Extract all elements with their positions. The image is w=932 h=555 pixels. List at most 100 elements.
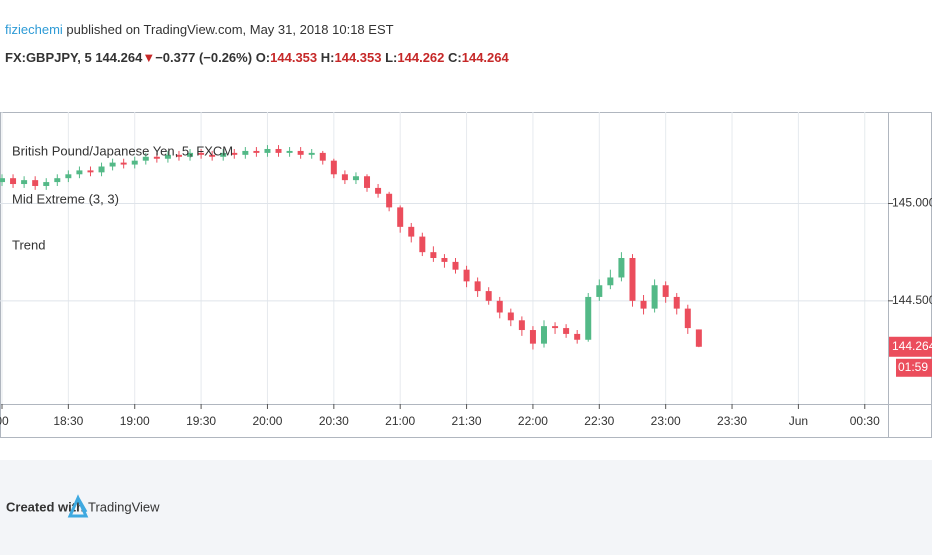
footer-created: Created with (6, 499, 84, 514)
x-tick-label: 21:00 (385, 414, 415, 428)
candle-body (552, 326, 559, 329)
h-value: 144.353 (334, 50, 381, 65)
candle-body (563, 328, 570, 334)
x-tick-label: 23:30 (717, 414, 747, 428)
x-tick-label: 18:30 (53, 414, 83, 428)
change: −0.377 (−0.26%) (155, 50, 252, 65)
countdown: 01:59 (898, 360, 928, 374)
candle-body (397, 207, 404, 227)
candle-body (341, 174, 348, 181)
candle-body (76, 170, 83, 175)
candle-body (131, 160, 138, 165)
content-bg (0, 0, 932, 460)
candle-body (330, 160, 337, 175)
symbol: FX:GBPJPY, 5 (5, 50, 92, 65)
legend-item: Trend (12, 237, 45, 252)
l-value: 144.262 (397, 50, 444, 65)
o-label: O: (256, 50, 270, 65)
candle-body (441, 258, 448, 262)
candle-body (408, 226, 415, 237)
price-label: 144.264 (892, 339, 932, 353)
candle-body (574, 333, 581, 340)
last: 144.264 (95, 50, 143, 65)
candle-body (120, 162, 127, 165)
x-tick-label: 23:00 (651, 414, 681, 428)
candle-body (430, 252, 437, 258)
candle-body (319, 152, 326, 161)
header-line: fiziechemi published on TradingView.com,… (5, 22, 394, 37)
candle-body (419, 236, 426, 253)
x-tick-label: 20:30 (319, 414, 349, 428)
y-tick-label: 144.500 (892, 293, 932, 307)
candle-body (43, 182, 50, 186)
candle-body (21, 180, 28, 185)
x-tick-label: 22:00 (518, 414, 548, 428)
candle-body (474, 281, 481, 292)
candle-body (32, 180, 39, 186)
candle-body (308, 152, 315, 155)
candle-body (98, 166, 105, 173)
footer-brand[interactable]: TradingView (88, 499, 160, 514)
candle-body (286, 150, 293, 153)
candle-body (364, 176, 371, 188)
candle-body (629, 258, 636, 301)
candle-body (496, 300, 503, 313)
countdown-box (896, 358, 932, 377)
candle-body (297, 150, 304, 155)
legend-item: British Pound/Japanese Yen, 5, FXCM (12, 143, 233, 158)
candle-body (386, 193, 393, 208)
c-value: 144.264 (462, 50, 510, 65)
candle-body (585, 296, 592, 340)
candle-body (596, 285, 603, 297)
candle-body (242, 150, 249, 155)
candle-body (109, 162, 116, 167)
ohlc-line: FX:GBPJPY, 5 144.264▼−0.377 (−0.26%) O:1… (5, 50, 509, 65)
candle-body (153, 156, 160, 159)
candle-body (54, 178, 61, 183)
x-tick-label: 20:00 (252, 414, 282, 428)
candle-body (164, 154, 171, 159)
candle-body (673, 296, 680, 309)
y-tick-label: 145.000 (892, 196, 932, 210)
candle-body (375, 187, 382, 194)
candle-body (275, 148, 282, 153)
candle-body (485, 291, 492, 301)
candle-body (540, 326, 547, 344)
x-tick-label: 19:00 (120, 414, 150, 428)
o-value: 144.353 (270, 50, 317, 65)
candle-body (264, 148, 271, 153)
candle-body (662, 285, 669, 297)
candle-body (187, 152, 194, 157)
candle-body (231, 152, 238, 155)
author[interactable]: fiziechemi (5, 22, 63, 37)
l-label: L: (385, 50, 397, 65)
candle-body (10, 178, 17, 185)
published: published on TradingView.com, May 31, 20… (66, 22, 393, 37)
candle-body (607, 277, 614, 286)
candle-body (220, 152, 227, 157)
candle-body (651, 285, 658, 309)
candle-body (640, 300, 647, 309)
candle-body (175, 154, 182, 157)
candle-body (518, 320, 525, 331)
candle-body (695, 329, 702, 347)
candle-body (529, 330, 536, 344)
candle-body (684, 308, 691, 329)
x-tick-label: Jun (789, 414, 808, 428)
down-arrow: ▼ (142, 50, 155, 65)
candle-body (253, 150, 260, 153)
candle-body (142, 156, 149, 161)
candle-body (452, 261, 459, 270)
plot: 00 18:30 19:00 19:30 20:00 20:30 21:00 21:30 22:… (0, 112, 932, 428)
candle-body (507, 312, 514, 321)
brand-logo[interactable] (67, 494, 89, 518)
x-tick-label: 22:30 (584, 414, 614, 428)
candle-body (198, 152, 205, 155)
candle-body (209, 154, 216, 157)
x-tick-label: 21:30 (452, 414, 482, 428)
candle-body (0, 178, 5, 183)
c-label: C: (448, 50, 462, 65)
x-tick-label: 00:30 (850, 414, 880, 428)
candle-body (65, 174, 72, 179)
